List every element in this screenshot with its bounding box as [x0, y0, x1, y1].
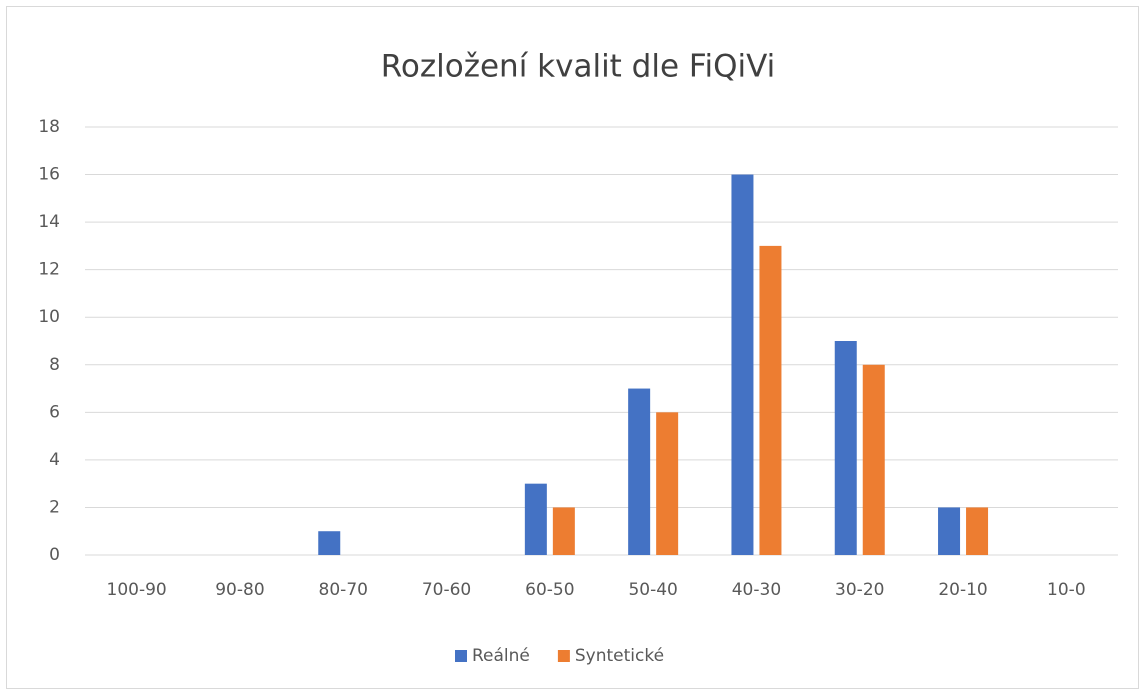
bar — [731, 174, 754, 556]
y-tick-label: 14 — [38, 212, 60, 232]
y-tick-label: 6 — [49, 402, 60, 422]
bar — [759, 245, 782, 555]
x-tick-label: 70-60 — [422, 580, 471, 600]
x-tick-label: 80-70 — [319, 580, 368, 600]
y-tick-label: 10 — [38, 307, 60, 327]
bar — [524, 483, 547, 555]
bar — [318, 531, 341, 555]
legend-swatch — [557, 650, 570, 662]
x-tick-label: 40-30 — [732, 580, 781, 600]
y-tick-label: 0 — [49, 545, 60, 565]
bar — [862, 364, 885, 555]
legend-swatch — [455, 650, 467, 662]
bar — [966, 507, 989, 555]
x-tick-label: 50-40 — [628, 580, 677, 600]
chart-border — [6, 6, 1139, 689]
x-tick-label: 90-80 — [215, 580, 264, 600]
x-tick-label: 10-0 — [1047, 580, 1086, 600]
y-tick-label: 8 — [49, 355, 60, 375]
y-tick-label: 2 — [49, 497, 60, 517]
x-tick-label: 100-90 — [107, 580, 167, 600]
y-tick-label: 16 — [38, 165, 60, 185]
legend-label: Reálné — [472, 646, 530, 666]
x-tick-label: 20-10 — [938, 580, 987, 600]
chart-title: Rozložení kvalit dle FiQiVi — [381, 49, 776, 85]
x-tick-label: 30-20 — [835, 580, 884, 600]
bar — [938, 507, 961, 555]
bar — [834, 341, 857, 555]
bar — [552, 507, 575, 555]
y-tick-label: 4 — [49, 450, 60, 470]
bar — [656, 412, 679, 555]
bar — [628, 388, 651, 555]
y-tick-label: 12 — [38, 260, 60, 280]
y-tick-label: 18 — [38, 117, 60, 137]
x-tick-label: 60-50 — [525, 580, 574, 600]
legend-label: Syntetické — [575, 646, 664, 666]
